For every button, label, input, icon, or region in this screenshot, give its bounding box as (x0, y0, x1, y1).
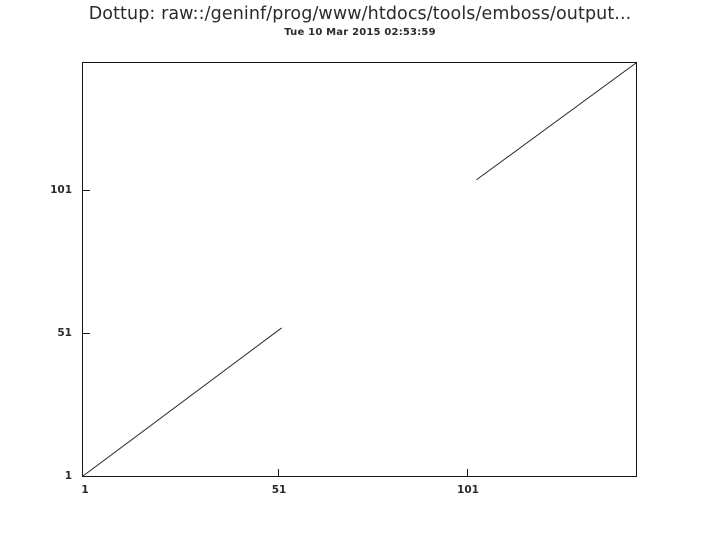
page-title: Dottup: raw::/geninf/prog/www/htdocs/too… (88, 4, 632, 24)
match-segment-1 (83, 327, 282, 476)
x-tick-101 (467, 469, 468, 477)
x-axis-label-1: 1 (81, 484, 89, 496)
x-axis-label-51: 51 (271, 484, 287, 496)
y-tick-1 (82, 476, 90, 477)
match-segment-2 (476, 63, 636, 181)
x-tick-51 (278, 469, 279, 477)
y-axis-label-1: 1 (64, 470, 72, 482)
y-axis-label-101: 101 (50, 184, 72, 196)
x-tick-1 (82, 469, 83, 477)
y-tick-101 (82, 190, 90, 191)
x-axis-label-101: 101 (457, 484, 479, 496)
plot-lines (83, 63, 636, 476)
plot-area (82, 62, 637, 477)
y-tick-51 (82, 333, 90, 334)
timestamp-subtitle: Tue 10 Mar 2015 02:53:59 (284, 27, 436, 38)
y-axis-label-51: 51 (57, 327, 72, 339)
